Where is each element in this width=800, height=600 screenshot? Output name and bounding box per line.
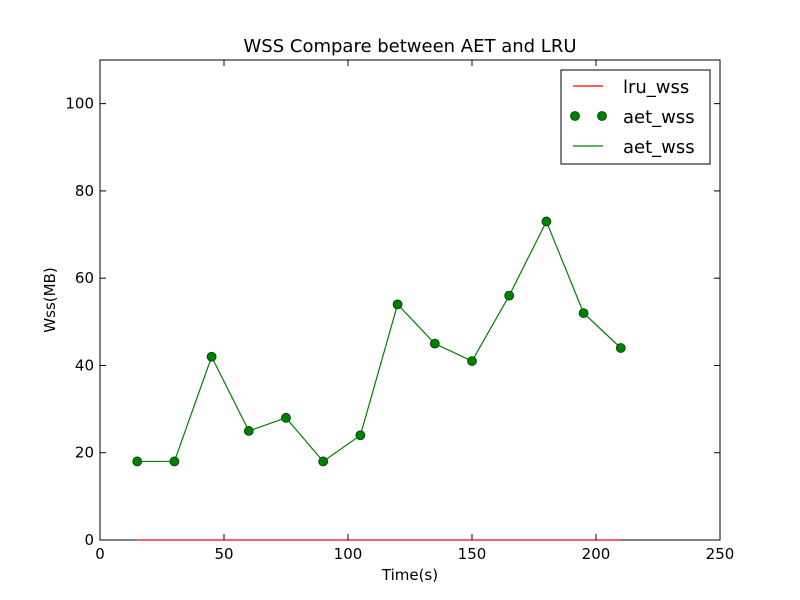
legend-lru-label: lru_wss	[623, 77, 689, 98]
legend-aet-line-label: aet_wss	[623, 137, 695, 158]
data-point-aet_wss	[243, 426, 254, 436]
series-line-aet_wss	[137, 220, 622, 463]
legend-aet-markers-label: aet_wss	[623, 107, 695, 128]
y-tick-label: 80	[75, 182, 94, 200]
data-point-aet_wss	[392, 299, 403, 310]
y-axis-label: Wss(MB)	[41, 267, 59, 332]
x-tick-label: 200	[582, 545, 611, 563]
x-tick-label: 150	[458, 545, 487, 563]
y-tick-label: 0	[84, 531, 94, 549]
x-tick-label: 50	[214, 545, 233, 563]
data-point-aet_wss	[281, 412, 291, 423]
legend-aet-marker-swatch-1	[570, 111, 580, 121]
data-point-aet_wss	[169, 456, 180, 467]
x-tick-label: 0	[95, 545, 105, 563]
x-axis-label: Time(s)	[381, 566, 438, 584]
data-point-aet_wss	[206, 351, 217, 362]
y-tick-label: 20	[75, 444, 94, 462]
data-point-aet_wss	[429, 338, 440, 349]
legend: lru_wss aet_wss aet_wss	[560, 69, 711, 165]
data-point-aet_wss	[541, 216, 552, 227]
data-point-aet_wss	[318, 456, 329, 467]
legend-aet-marker-swatch-2	[597, 111, 607, 121]
data-point-aet_wss	[355, 430, 366, 441]
x-tick-label: 250	[706, 545, 735, 563]
data-point-aet_wss	[578, 308, 589, 318]
data-point-aet_wss	[467, 356, 477, 366]
series-layer	[132, 216, 626, 541]
data-point-aet_wss	[615, 343, 626, 353]
axis-layer: 0 50 100 150 200 250 0 20 40 60 80 100	[65, 60, 734, 563]
y-tick-label: 100	[65, 95, 94, 113]
data-point-aet_wss	[504, 290, 515, 301]
chart-title: WSS Compare between AET and LRU	[244, 36, 577, 57]
y-tick-label: 40	[75, 356, 94, 374]
x-tick-label: 100	[334, 545, 363, 563]
y-tick-label: 60	[75, 269, 94, 287]
data-point-aet_wss	[132, 456, 143, 467]
